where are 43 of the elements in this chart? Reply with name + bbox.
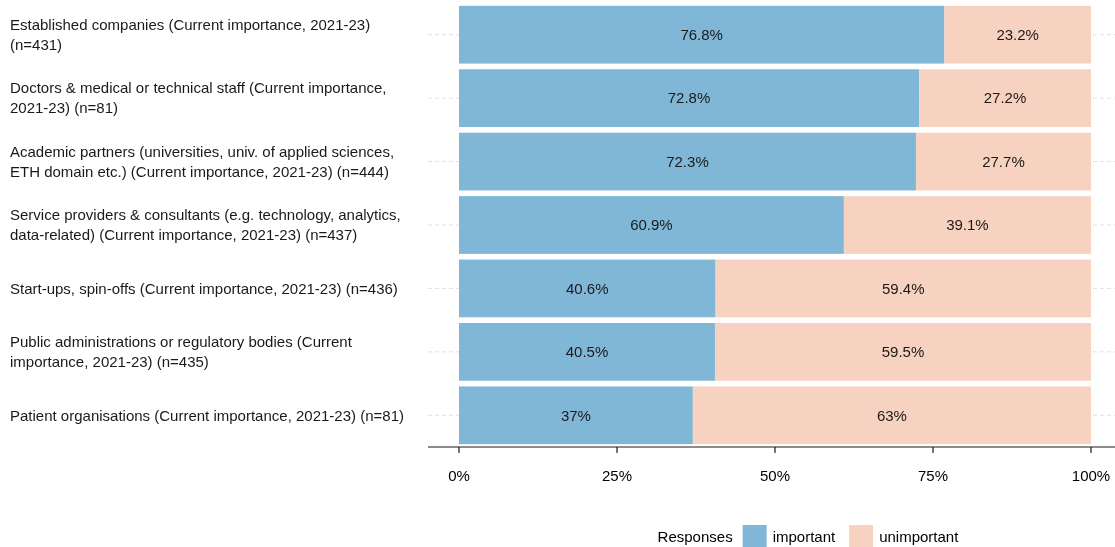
bar [459,69,920,127]
data-label: 27.7% [982,152,1025,170]
data-label: 59.4% [882,279,925,297]
legend-title: Responses [657,528,733,546]
data-label: 76.8% [680,25,723,43]
x-tick-label: 0% [448,467,470,485]
bar [459,386,693,445]
data-label: 40.5% [565,343,609,361]
bar [714,323,1091,381]
data-label: 60.9% [630,216,673,234]
bar [715,259,1091,318]
bar [459,196,844,254]
data-label: 72.3% [666,152,709,170]
x-tick-label: 25% [601,467,633,485]
legend-label: unimportant [879,528,960,546]
bar [692,386,1091,445]
data-label: 27.2% [983,89,1027,107]
y-tick-label: Service providers & consultants (e.g. technology, analytics, data-related) (Current importance, 2021-23) (n=437) [10,206,401,244]
bar [843,196,1091,254]
x-tick-label: 100% [1071,467,1111,485]
bar [459,132,916,191]
y-tick-label: Start-ups, spin-offs (Current importance, 2021-23) (n=436) [10,279,398,297]
x-tick-label: 50% [759,467,791,485]
x-tick-label: 75% [917,467,949,485]
bar [459,259,716,318]
bar [459,5,945,64]
y-tick-label: Public administrations or regulatory bodies (Current importance, 2021-23) (n=435) [10,333,353,371]
bar [944,5,1091,64]
data-label: 23.2% [996,25,1039,43]
legend-label: important [772,528,837,546]
bar [459,323,715,381]
data-label: 59.5% [881,343,925,361]
data-label: 63% [876,406,907,424]
y-tick-label: Patient organisations (Current importance, 2021-23) (n=81) [10,406,404,424]
y-tick-label: Doctors & medical or technical staff (Current importance, 2021-23) (n=81) [10,79,387,117]
y-tick-label: Established companies (Current importance, 2021-23) (n=431) [10,15,371,53]
bar [915,132,1091,191]
y-tick-label: Academic partners (universities, univ. of applied sciences, ETH domain etc.) (Current importance, 2021-23) (n=444) [10,142,395,180]
data-label: 37% [560,406,591,424]
data-label: 39.1% [946,216,989,234]
data-label: 40.6% [566,279,609,297]
bar [919,69,1091,127]
data-label: 72.8% [667,89,711,107]
